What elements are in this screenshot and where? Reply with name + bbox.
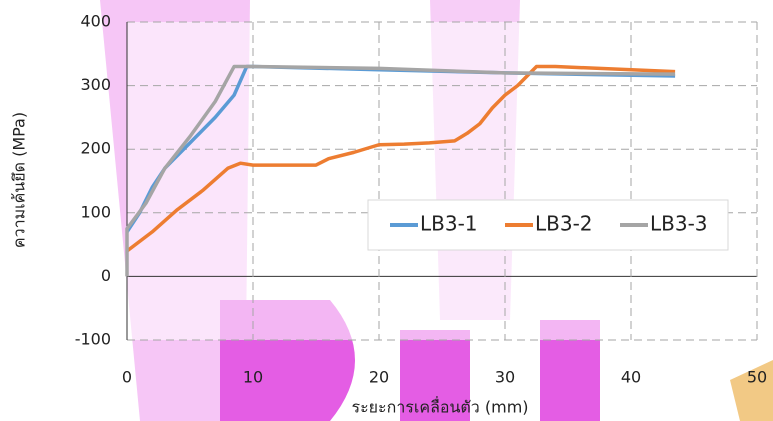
x-axis-label: ระยะการเคลื่อนตัว (mm)	[351, 396, 528, 417]
x-tick-label: 40	[621, 368, 641, 387]
x-tick-label: 50	[747, 368, 767, 387]
series-line	[125, 64, 676, 253]
x-tick-label: 20	[369, 368, 389, 387]
legend-label: LB3-2	[535, 212, 593, 236]
y-tick-label: 100	[80, 202, 111, 221]
y-tick-label: 400	[80, 12, 111, 31]
x-tick-label: 0	[122, 368, 132, 387]
y-tick-label: 0	[101, 266, 111, 285]
x-tick-label: 30	[495, 368, 515, 387]
legend: LB3-1 LB3-2 LB3-3	[367, 199, 729, 251]
legend-box	[367, 199, 729, 251]
x-tick-label: 10	[243, 368, 263, 387]
legend-label: LB3-1	[420, 212, 478, 236]
y-axis-label: ความเค้นยึด (MPa)	[10, 112, 29, 248]
series-line	[125, 64, 676, 277]
y-tick-label: 200	[80, 139, 111, 158]
y-tick-label: 300	[80, 75, 111, 94]
y-tick-label: -100	[75, 330, 111, 349]
legend-label: LB3-3	[650, 212, 708, 236]
